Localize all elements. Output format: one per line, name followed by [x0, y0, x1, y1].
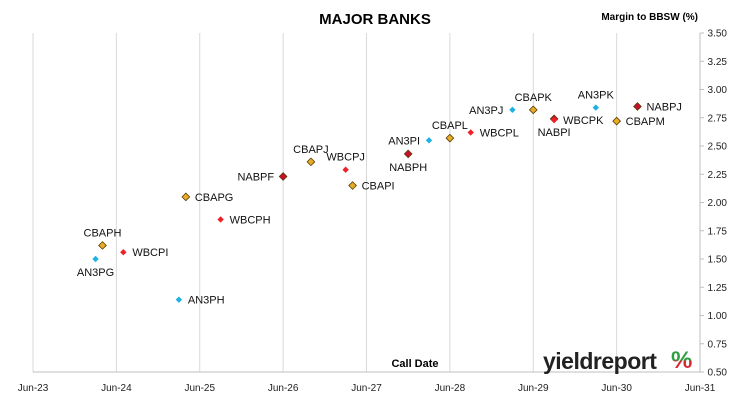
point-label-wbcph: WBCPH	[230, 214, 271, 226]
point-label-cbapi: CBAPI	[362, 181, 395, 193]
point-an3pg	[92, 255, 99, 263]
point-label-an3pg: AN3PG	[77, 267, 114, 279]
x-tick-labels: Jun-23 Jun-24 Jun-25 Jun-26 Jun-27 Jun-28 Jun-…	[18, 383, 716, 394]
point-cbapm	[612, 116, 621, 126]
point-nabph	[403, 149, 413, 159]
x-tick-label: Jun-29	[518, 383, 549, 394]
y-tick-label: 1.25	[708, 283, 728, 294]
logo-wordmark: yieldreport	[543, 348, 657, 374]
point-wbcpk	[550, 116, 558, 124]
point-label-an3pk: AN3PK	[578, 90, 615, 102]
point-wbcpj	[342, 166, 349, 173]
data-points	[92, 102, 642, 303]
point-cbaph	[98, 241, 107, 250]
x-tick-label: Jun-28	[435, 383, 466, 394]
x-tick-label: Jun-25	[184, 383, 215, 394]
y-tick-label: 3.00	[708, 85, 728, 96]
point-label-cbapj: CBAPJ	[293, 144, 328, 156]
y-tick-label: 0.50	[708, 368, 728, 379]
point-label-nabpi: NABPI	[538, 127, 571, 139]
y-tick-label: 3.25	[708, 57, 728, 68]
point-label-cbapm: CBAPM	[626, 116, 665, 128]
point-label-nabph: NABPH	[389, 162, 427, 174]
point-an3ph	[175, 296, 183, 303]
yieldreport-logo: yieldreport %	[543, 347, 692, 374]
x-tick-label: Jun-30	[601, 383, 632, 394]
point-an3pk	[592, 104, 599, 111]
y-tick-labels: 0.50 0.75 1.00 1.25 1.50 1.75 2.00 2.25 2.50 2.75…	[708, 29, 728, 379]
x-tick-label: Jun-23	[18, 383, 49, 394]
point-label-wbcpi: WBCPI	[132, 247, 168, 259]
y-tick-label: 2.50	[708, 142, 728, 153]
y-tick-label: 1.50	[708, 255, 728, 266]
point-label-cbapl: CBAPL	[432, 120, 468, 132]
point-label-an3pi: AN3PI	[388, 135, 420, 147]
y-tick-label: 1.75	[708, 226, 728, 237]
x-tick-label: Jun-24	[101, 383, 132, 394]
x-tick-label: Jun-27	[351, 383, 382, 394]
logo-percent-icon: %	[671, 347, 692, 374]
y-tick-label: 1.00	[708, 311, 728, 322]
point-nabpf	[278, 172, 288, 181]
x-axis-title: Call Date	[391, 358, 438, 370]
y-axis-title: Margin to BBSW (%)	[601, 12, 698, 23]
point-an3pj	[509, 106, 516, 114]
point-wbcpl	[467, 129, 474, 136]
point-label-nabpf: NABPF	[237, 172, 274, 184]
y-tick-label: 2.00	[708, 198, 728, 209]
vertical-gridlines	[32, 33, 701, 372]
axes	[33, 32, 704, 373]
point-label-nabpj: NABPJ	[646, 101, 681, 113]
point-label-cbapg: CBAPG	[195, 192, 234, 204]
point-label-an3pj: AN3PJ	[469, 105, 503, 117]
point-cbapg	[181, 192, 191, 202]
point-cbapi	[348, 181, 357, 190]
point-label-cbaph: CBAPH	[84, 227, 122, 239]
point-wbcpi	[120, 249, 127, 256]
point-label-wbcpl: WBCPL	[480, 127, 519, 139]
point-an3pi	[425, 137, 433, 144]
x-tick-label: Jun-26	[268, 383, 299, 394]
point-cbapl	[445, 133, 455, 143]
point-cbapj	[306, 157, 316, 167]
y-tick-label: 2.75	[708, 113, 728, 124]
point-label-wbcpk: WBCPK	[563, 115, 604, 127]
x-tick-label: Jun-31	[685, 383, 716, 394]
y-tick-label: 3.50	[708, 29, 728, 40]
point-label-an3ph: AN3PH	[188, 295, 225, 307]
chart-title: MAJOR BANKS	[319, 11, 431, 28]
data-point-labels: AN3PG CBAPH WBCPI AN3PH CBAPG WBCPH NABPF CBAPJ…	[77, 90, 682, 307]
y-tick-label: 0.75	[708, 339, 728, 350]
point-nabpj	[633, 102, 642, 111]
y-tick-label: 2.25	[708, 170, 728, 181]
point-wbcph	[217, 216, 224, 223]
point-cbapk	[528, 105, 538, 115]
point-label-wbcpj: WBCPJ	[326, 152, 365, 164]
point-label-cbapk: CBAPK	[515, 92, 553, 104]
